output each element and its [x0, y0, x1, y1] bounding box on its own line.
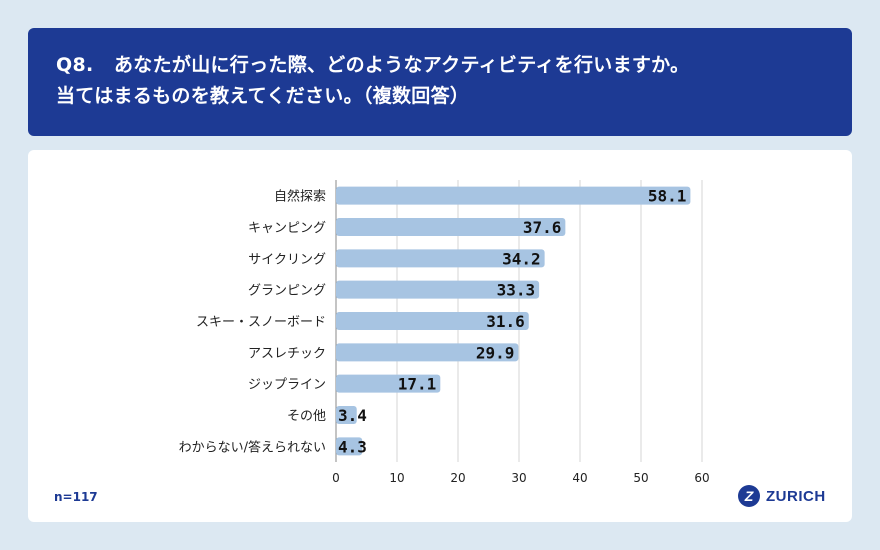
category-label: グランピング: [248, 284, 326, 299]
bar-chart: 0 10 20 30 40 50 60 自然探索 58.1 キャンピング 37.6 サイクリング 34.…: [179, 180, 710, 485]
x-tick-label: 30: [511, 471, 526, 485]
value-label: 34.2: [502, 249, 541, 268]
question-number: Q8.: [56, 54, 94, 76]
question-line-1: Q8. あなたが山に行った際、どのようなアクティビティを行いますか。: [56, 50, 824, 81]
question-line-2: 当てはまるものを教えてください。（複数回答）: [56, 85, 470, 107]
category-label: アスレチック: [248, 346, 326, 361]
value-label: 33.3: [497, 281, 536, 300]
bar: [336, 406, 357, 424]
bar: [336, 312, 529, 330]
bar: [336, 374, 441, 393]
zurich-z-icon: Z: [738, 485, 760, 507]
value-label: 29.9: [476, 343, 515, 362]
bar: [336, 280, 540, 299]
category-label: ジップライン: [248, 378, 326, 393]
x-tick-label: 10: [389, 471, 404, 485]
x-tick-label: 50: [633, 471, 648, 485]
question-header: Q8. あなたが山に行った際、どのようなアクティビティを行いますか。 当てはまるも…: [28, 28, 852, 136]
category-label: サイクリング: [248, 252, 326, 267]
bar: [336, 437, 363, 456]
value-label: 37.6: [523, 218, 562, 237]
bar: [336, 186, 691, 205]
value-label: 17.1: [398, 375, 437, 394]
category-label: 自然探索: [274, 189, 326, 205]
x-tick-label: 40: [572, 471, 587, 485]
category-label: キャンピング: [248, 221, 326, 236]
sample-size-label: n=117: [54, 490, 98, 504]
value-label: 3.4: [338, 406, 367, 425]
bar: [336, 343, 519, 362]
zurich-wordmark: ZURICH: [766, 487, 826, 505]
value-label: 4.3: [338, 437, 367, 456]
bar: [336, 218, 566, 236]
category-label: その他: [287, 409, 326, 424]
zurich-logo: Z ZURICH: [738, 484, 826, 508]
question-text-1: あなたが山に行った際、どのようなアクティビティを行いますか。: [114, 54, 690, 76]
x-tick-label: 0: [332, 471, 340, 485]
category-label: わからない/答えられない: [179, 439, 326, 455]
x-tick-label: 20: [450, 471, 465, 485]
category-label: スキー・スノーボード: [196, 315, 326, 330]
value-label: 31.6: [486, 312, 525, 331]
value-label: 58.1: [648, 187, 687, 206]
chart-card: 0 10 20 30 40 50 60 自然探索 58.1 キャンピング 37.6 サイクリング 34.…: [28, 150, 852, 522]
bar: [336, 249, 545, 268]
x-tick-label: 60: [694, 471, 709, 485]
